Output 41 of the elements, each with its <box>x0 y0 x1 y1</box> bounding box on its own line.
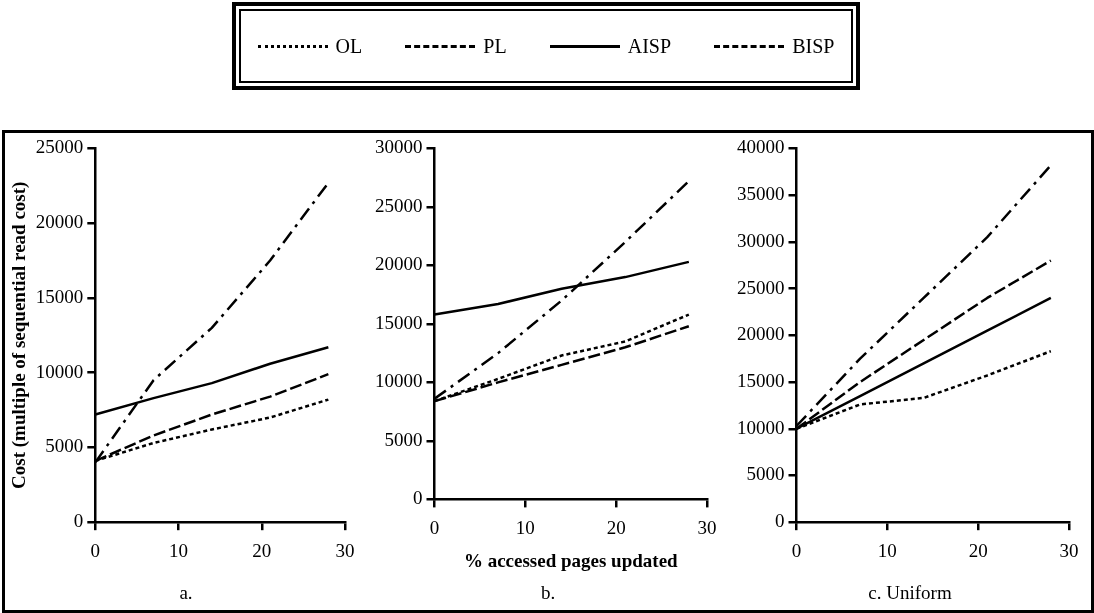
y-tick-label: 5000 <box>384 428 423 450</box>
y-tick-label: 35000 <box>737 183 785 205</box>
y-tick-label: 40000 <box>737 136 785 158</box>
x-tick-label: 0 <box>791 539 802 561</box>
y-tick-label: 0 <box>413 487 423 509</box>
legend-label: PL <box>483 34 507 58</box>
x-tick-label: 0 <box>90 539 101 561</box>
x-tick-label: 10 <box>169 539 189 561</box>
y-tick-label: 20000 <box>737 323 785 345</box>
x-tick-label: 20 <box>968 539 988 561</box>
y-axis-title: Cost (multiple of sequential read cost) <box>8 181 31 489</box>
y-tick-label: 15000 <box>737 370 785 392</box>
x-tick-label: 20 <box>252 539 272 561</box>
y-tick-label: 10000 <box>375 370 423 392</box>
x-tick-label: 30 <box>1059 539 1079 561</box>
y-tick-label: 30000 <box>737 229 785 251</box>
text: c. Uniform <box>867 582 953 604</box>
x-tick-label: 20 <box>606 516 626 538</box>
y-tick-label: 25000 <box>35 136 84 158</box>
y-tick-label: 25000 <box>737 276 785 298</box>
x-tick-label: 30 <box>697 516 717 538</box>
x-tick-label: 30 <box>335 539 355 561</box>
y-tick-label: 20000 <box>35 211 84 233</box>
legend-label: BISP <box>792 34 835 58</box>
y-tick-label: 5000 <box>45 435 84 457</box>
legend-label: OL <box>335 34 363 58</box>
y-tick-label: 10000 <box>737 416 785 438</box>
x-axis-title: % accessed pages updated <box>463 549 679 571</box>
y-tick-label: 20000 <box>375 253 423 275</box>
legend-label: AISP <box>627 34 672 58</box>
y-tick-label: 30000 <box>375 136 423 158</box>
y-tick-label: 10000 <box>35 360 84 382</box>
x-tick-label: 0 <box>429 516 440 538</box>
text: b. <box>539 582 557 604</box>
y-tick-label: 15000 <box>35 285 84 307</box>
y-tick-label: 25000 <box>375 194 423 216</box>
x-tick-label: 10 <box>877 539 897 561</box>
text: a. <box>178 582 194 604</box>
y-tick-label: 5000 <box>746 463 785 485</box>
y-tick-label: 15000 <box>375 311 423 333</box>
x-tick-label: 10 <box>515 516 535 538</box>
